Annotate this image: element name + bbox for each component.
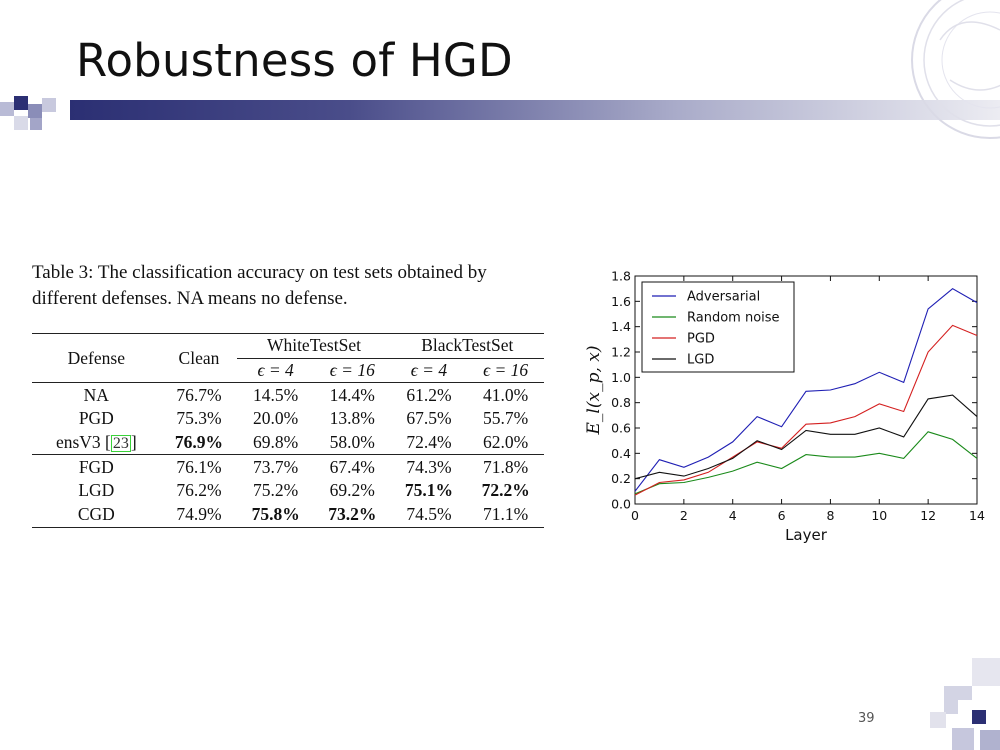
- header-clean: Clean: [160, 332, 238, 383]
- decorative-squares-left: [0, 96, 56, 130]
- y-tick-label: 1.4: [611, 319, 631, 334]
- cell-white-eps16: 58.0%: [329, 432, 375, 453]
- table-row: NA 76.7% 14.5% 14.4% 61.2% 41.0%: [32, 382, 544, 408]
- y-tick-label: 1.6: [611, 294, 631, 309]
- cell-black-eps16: 71.1%: [467, 502, 544, 528]
- cell-black-eps4: 61.2%: [390, 382, 468, 408]
- legend-label: PGD: [687, 332, 715, 347]
- y-axis-label: E_l(x_p, x): [584, 346, 604, 436]
- table-row: PGD 75.3% 20.0% 13.8% 67.5% 55.7%: [32, 407, 544, 431]
- y-tick-label: 1.8: [611, 269, 631, 284]
- y-tick-label: 0.8: [611, 395, 631, 410]
- citation-link[interactable]: 23: [110, 435, 131, 453]
- y-tick-label: 1.0: [611, 370, 631, 385]
- header-white: WhiteTestSet: [237, 333, 391, 359]
- series-line-pgd: [634, 324, 978, 496]
- header-black-eps4: ϵ = 4: [410, 360, 448, 381]
- cell-defense: ensV3 [23]: [32, 431, 161, 455]
- cell-black-eps4: 75.1%: [404, 480, 453, 501]
- cell-black-eps4: 74.3%: [390, 454, 468, 480]
- x-tick-label: 12: [920, 508, 936, 523]
- cell-black-eps16: 72.2%: [481, 480, 530, 501]
- series-line-adversarial: [634, 288, 978, 492]
- header-white-eps16: ϵ = 16: [329, 360, 375, 381]
- table-subheader-row: ϵ = 4 ϵ = 16 ϵ = 4 ϵ = 16: [32, 358, 544, 383]
- series-line-random-noise: [634, 431, 978, 495]
- legend-label: Adversarial: [687, 290, 760, 305]
- cell-white-eps16: 13.8%: [329, 408, 375, 429]
- y-tick-label: 0.2: [611, 471, 631, 486]
- header-black: BlackTestSet: [390, 333, 544, 359]
- cell-black-eps4: 72.4%: [406, 432, 452, 453]
- cell-black-eps4: 74.5%: [390, 502, 468, 528]
- cell-clean: 74.9%: [160, 502, 238, 528]
- x-tick-label: 14: [969, 508, 985, 523]
- cell-black-eps16: 55.7%: [483, 408, 529, 429]
- x-tick-label: 4: [729, 508, 737, 523]
- y-tick-label: 0.6: [611, 421, 631, 436]
- cell-white-eps4: 75.2%: [253, 480, 299, 501]
- cell-defense: FGD: [32, 454, 161, 480]
- cell-defense-bracket: ]: [130, 432, 137, 453]
- table-row: FGD 76.1% 73.7% 67.4% 74.3% 71.8%: [32, 454, 544, 480]
- x-tick-label: 8: [826, 508, 834, 523]
- table-header-row: Defense Clean WhiteTestSet BlackTestSet: [32, 332, 544, 383]
- x-axis-label: Layer: [785, 526, 828, 544]
- title-underline-bar: [70, 100, 1000, 120]
- page-number: 39: [858, 711, 875, 726]
- table-row: ensV3 [23] 76.9% 69.8% 58.0% 72.4% 62.0%: [32, 431, 544, 455]
- cell-clean: 76.1%: [160, 454, 238, 480]
- x-tick-label: 10: [871, 508, 887, 523]
- cell-white-eps16: 67.4%: [313, 454, 391, 480]
- y-tick-label: 0.0: [611, 497, 631, 512]
- cell-white-eps4: 14.5%: [237, 382, 314, 408]
- cell-clean: 76.2%: [176, 480, 222, 501]
- cell-defense: PGD: [78, 408, 114, 429]
- cell-defense: LGD: [78, 480, 115, 501]
- decorative-squares-corner: [930, 658, 1000, 750]
- legend-label: Random noise: [687, 311, 780, 326]
- layer-error-line-chart: 0 2 4 6 8 10 12 14 0.0 0.2 0.4 0.6 0.8 1.0 1.2 1.4 1.6 1.…: [584, 269, 985, 545]
- cell-clean: 76.7%: [160, 382, 238, 408]
- cell-white-eps4: 73.7%: [237, 454, 314, 480]
- cell-white-eps4: 75.8%: [237, 502, 314, 528]
- table-caption: Table 3: The classification accuracy on …: [32, 262, 487, 309]
- y-tick-label: 1.2: [611, 345, 631, 360]
- header-defense: Defense: [32, 332, 161, 383]
- plot-frame: [634, 275, 978, 505]
- cell-white-eps4: 20.0%: [253, 408, 299, 429]
- cell-white-eps16: 14.4%: [313, 382, 391, 408]
- cell-black-eps16: 41.0%: [467, 382, 544, 408]
- table-row: LGD 76.2% 75.2% 69.2% 75.1% 72.2%: [32, 479, 544, 503]
- table-row: CGD 74.9% 75.8% 73.2% 74.5% 71.1%: [32, 502, 544, 528]
- results-table: Defense Clean WhiteTestSet BlackTestSet …: [32, 332, 544, 528]
- legend-box: [641, 281, 795, 373]
- slide-title: Robustness of HGD: [76, 34, 513, 87]
- cell-black-eps4: 67.5%: [406, 408, 452, 429]
- cell-defense: NA: [32, 382, 161, 408]
- header-black-eps16: ϵ = 16: [483, 360, 529, 381]
- cell-white-eps16: 73.2%: [313, 502, 391, 528]
- cell-clean: 76.9%: [174, 432, 224, 453]
- y-tick-label: 0.4: [611, 446, 631, 461]
- cell-clean: 75.3%: [176, 408, 222, 429]
- cell-black-eps16: 62.0%: [483, 432, 529, 453]
- x-tick-label: 6: [778, 508, 786, 523]
- cell-black-eps16: 71.8%: [467, 454, 544, 480]
- legend-label: LGD: [687, 353, 714, 368]
- series-line-lgd: [634, 394, 978, 480]
- x-tick-label: 2: [680, 508, 688, 523]
- cell-defense: CGD: [32, 502, 161, 528]
- cell-defense-text: ensV3 [: [55, 432, 111, 453]
- x-tick-label: 0: [631, 508, 639, 523]
- cell-white-eps16: 69.2%: [329, 480, 375, 501]
- cell-white-eps4: 69.8%: [253, 432, 299, 453]
- header-white-eps4: ϵ = 4: [257, 360, 294, 381]
